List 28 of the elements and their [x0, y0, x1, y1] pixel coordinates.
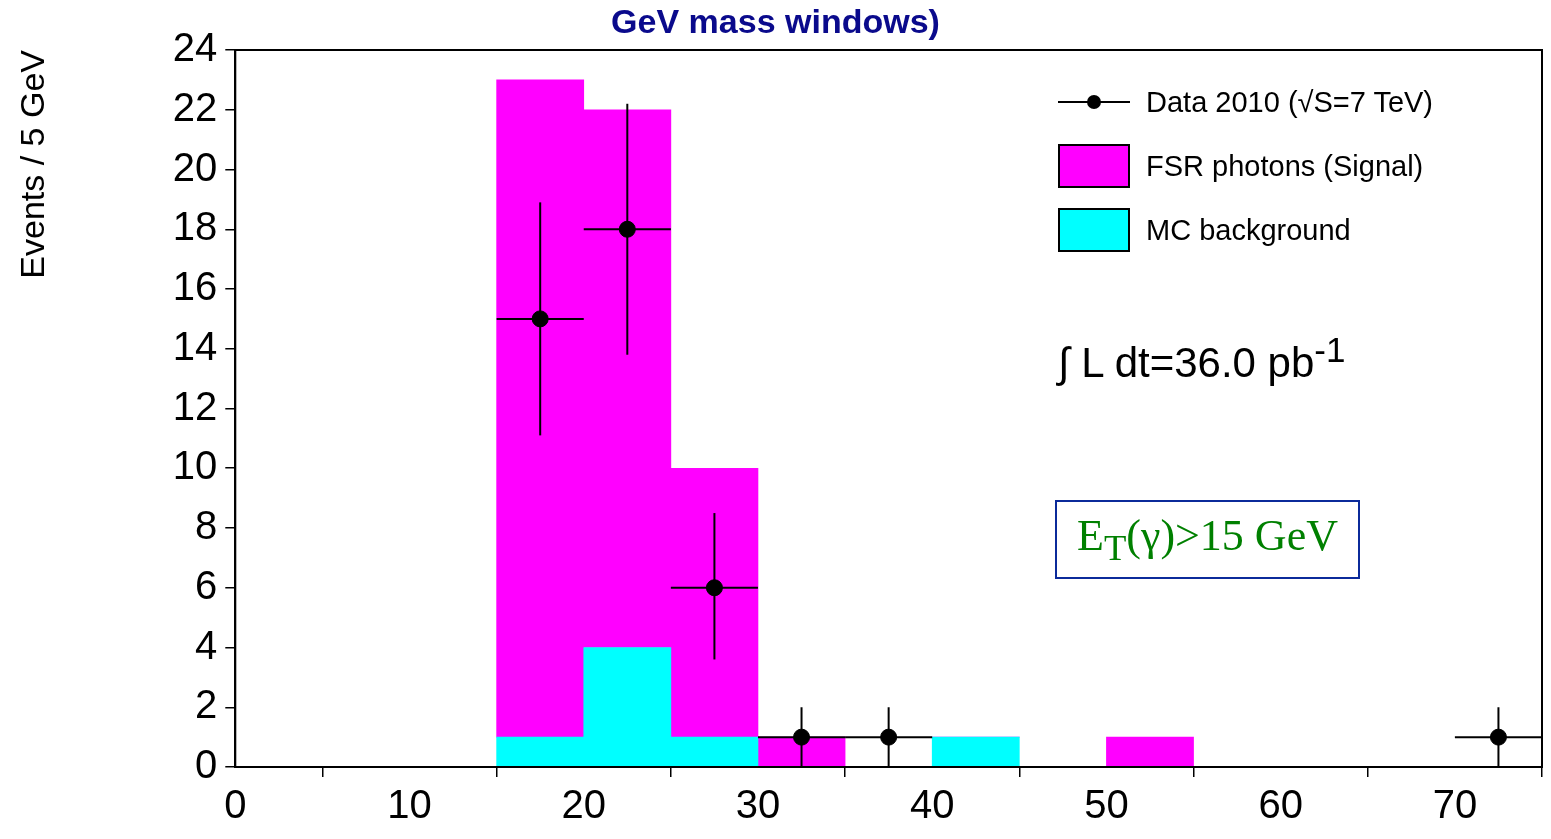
x-tick-label: 30: [735, 782, 781, 827]
annotation: E$_{T}$(γ)>15 GeV: [1055, 500, 1360, 579]
y-tick-label: 2: [195, 682, 218, 727]
y-tick-label: 12: [172, 383, 218, 428]
x-tick-label: 50: [1084, 782, 1129, 827]
y-axis-title: Events / 5 GeV: [12, 49, 51, 279]
y-tick-label: 22: [172, 84, 218, 129]
x-tick-label: 60: [1258, 782, 1303, 827]
y-tick-label: 0: [195, 742, 218, 787]
y-tick-label: 8: [195, 503, 218, 548]
y-tick-label: 6: [195, 562, 218, 607]
legend-label: MC background: [1146, 213, 1351, 247]
y-tick-label: 10: [172, 443, 218, 488]
y-tick-label: 16: [172, 264, 218, 309]
annotation: ∫ L dt=36.0 pb$^{-1}$: [1058, 330, 1346, 387]
y-tick-label: 24: [172, 25, 218, 70]
y-tick-label: 18: [172, 204, 218, 249]
y-tick-label: 20: [172, 144, 218, 189]
chart-title: GeV mass windows): [611, 2, 940, 40]
x-tick-label: 10: [387, 782, 432, 827]
x-tick-label: 70: [1432, 782, 1478, 827]
x-tick-label: 0: [224, 782, 247, 827]
y-tick-label: 14: [172, 323, 218, 368]
y-tick-label: 4: [195, 622, 218, 667]
x-tick-label: 40: [909, 782, 955, 827]
legend-label: Data 2010 (√S=7 TeV): [1146, 85, 1434, 119]
legend-label: FSR photons (Signal): [1146, 149, 1424, 183]
x-tick-label: 20: [561, 782, 606, 827]
